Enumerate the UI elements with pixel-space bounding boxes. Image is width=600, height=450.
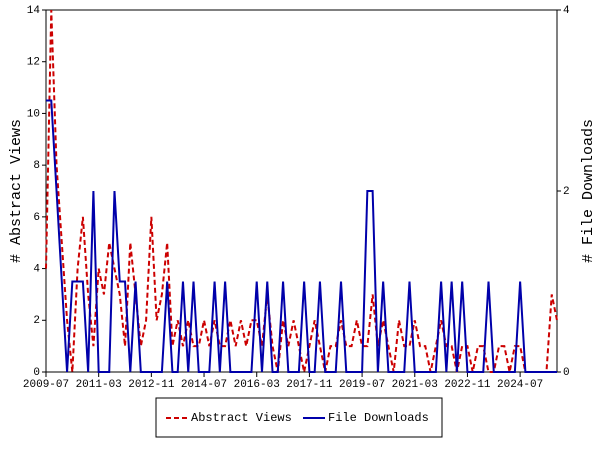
y-tick-label: 6 xyxy=(33,212,40,224)
y2-tick-label: 4 xyxy=(563,5,570,17)
y-tick-label: 2 xyxy=(33,315,40,327)
y2-axis-title: # File Downloads xyxy=(580,119,597,263)
y2-tick-label: 0 xyxy=(563,367,570,379)
x-tick-label: 2017-11 xyxy=(286,379,333,391)
legend-label: File Downloads xyxy=(328,411,429,425)
y-axis-title: # Abstract Views xyxy=(8,119,25,263)
legend-label: Abstract Views xyxy=(191,411,292,425)
x-tick-label: 2009-07 xyxy=(23,379,69,391)
x-tick-label: 2012-11 xyxy=(128,379,175,391)
y-tick-label: 0 xyxy=(33,367,40,379)
y-tick-label: 8 xyxy=(33,160,40,172)
series-line xyxy=(46,99,557,373)
series-line xyxy=(45,9,558,373)
y2-tick-label: 2 xyxy=(563,186,570,198)
x-tick-label: 2021-03 xyxy=(392,379,438,391)
y-tick-label: 12 xyxy=(27,57,40,69)
y-tick-label: 4 xyxy=(33,263,40,275)
x-tick-label: 2011-03 xyxy=(76,379,122,391)
x-tick-label: 2022-11 xyxy=(444,379,491,391)
x-tick-label: 2016-03 xyxy=(234,379,280,391)
y-tick-label: 10 xyxy=(27,108,40,120)
x-tick-label: 2014-07 xyxy=(181,379,227,391)
y-tick-label: 14 xyxy=(27,5,41,17)
x-tick-label: 2024-07 xyxy=(497,379,543,391)
x-tick-label: 2019-07 xyxy=(339,379,385,391)
legend-box xyxy=(155,397,443,438)
